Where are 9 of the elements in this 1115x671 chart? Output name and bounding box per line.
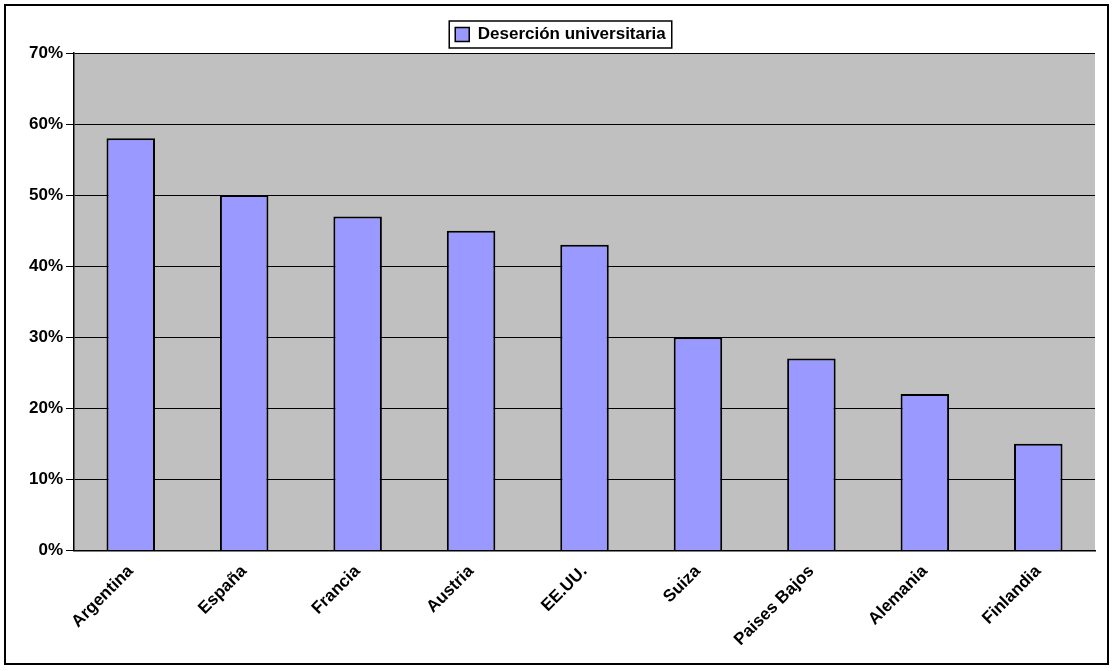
y-tick-label: 20% — [28, 397, 64, 417]
y-tick-label: 70% — [28, 42, 64, 62]
y-tick-label: 50% — [28, 184, 64, 204]
y-tick-label: 0% — [38, 540, 64, 560]
legend-label: Deserción universitaria — [477, 24, 667, 44]
y-tick-label: 40% — [28, 255, 64, 275]
y-tick-label: 10% — [28, 469, 64, 489]
y-tick-label: 30% — [28, 326, 64, 346]
y-tick-label: 60% — [28, 113, 64, 133]
